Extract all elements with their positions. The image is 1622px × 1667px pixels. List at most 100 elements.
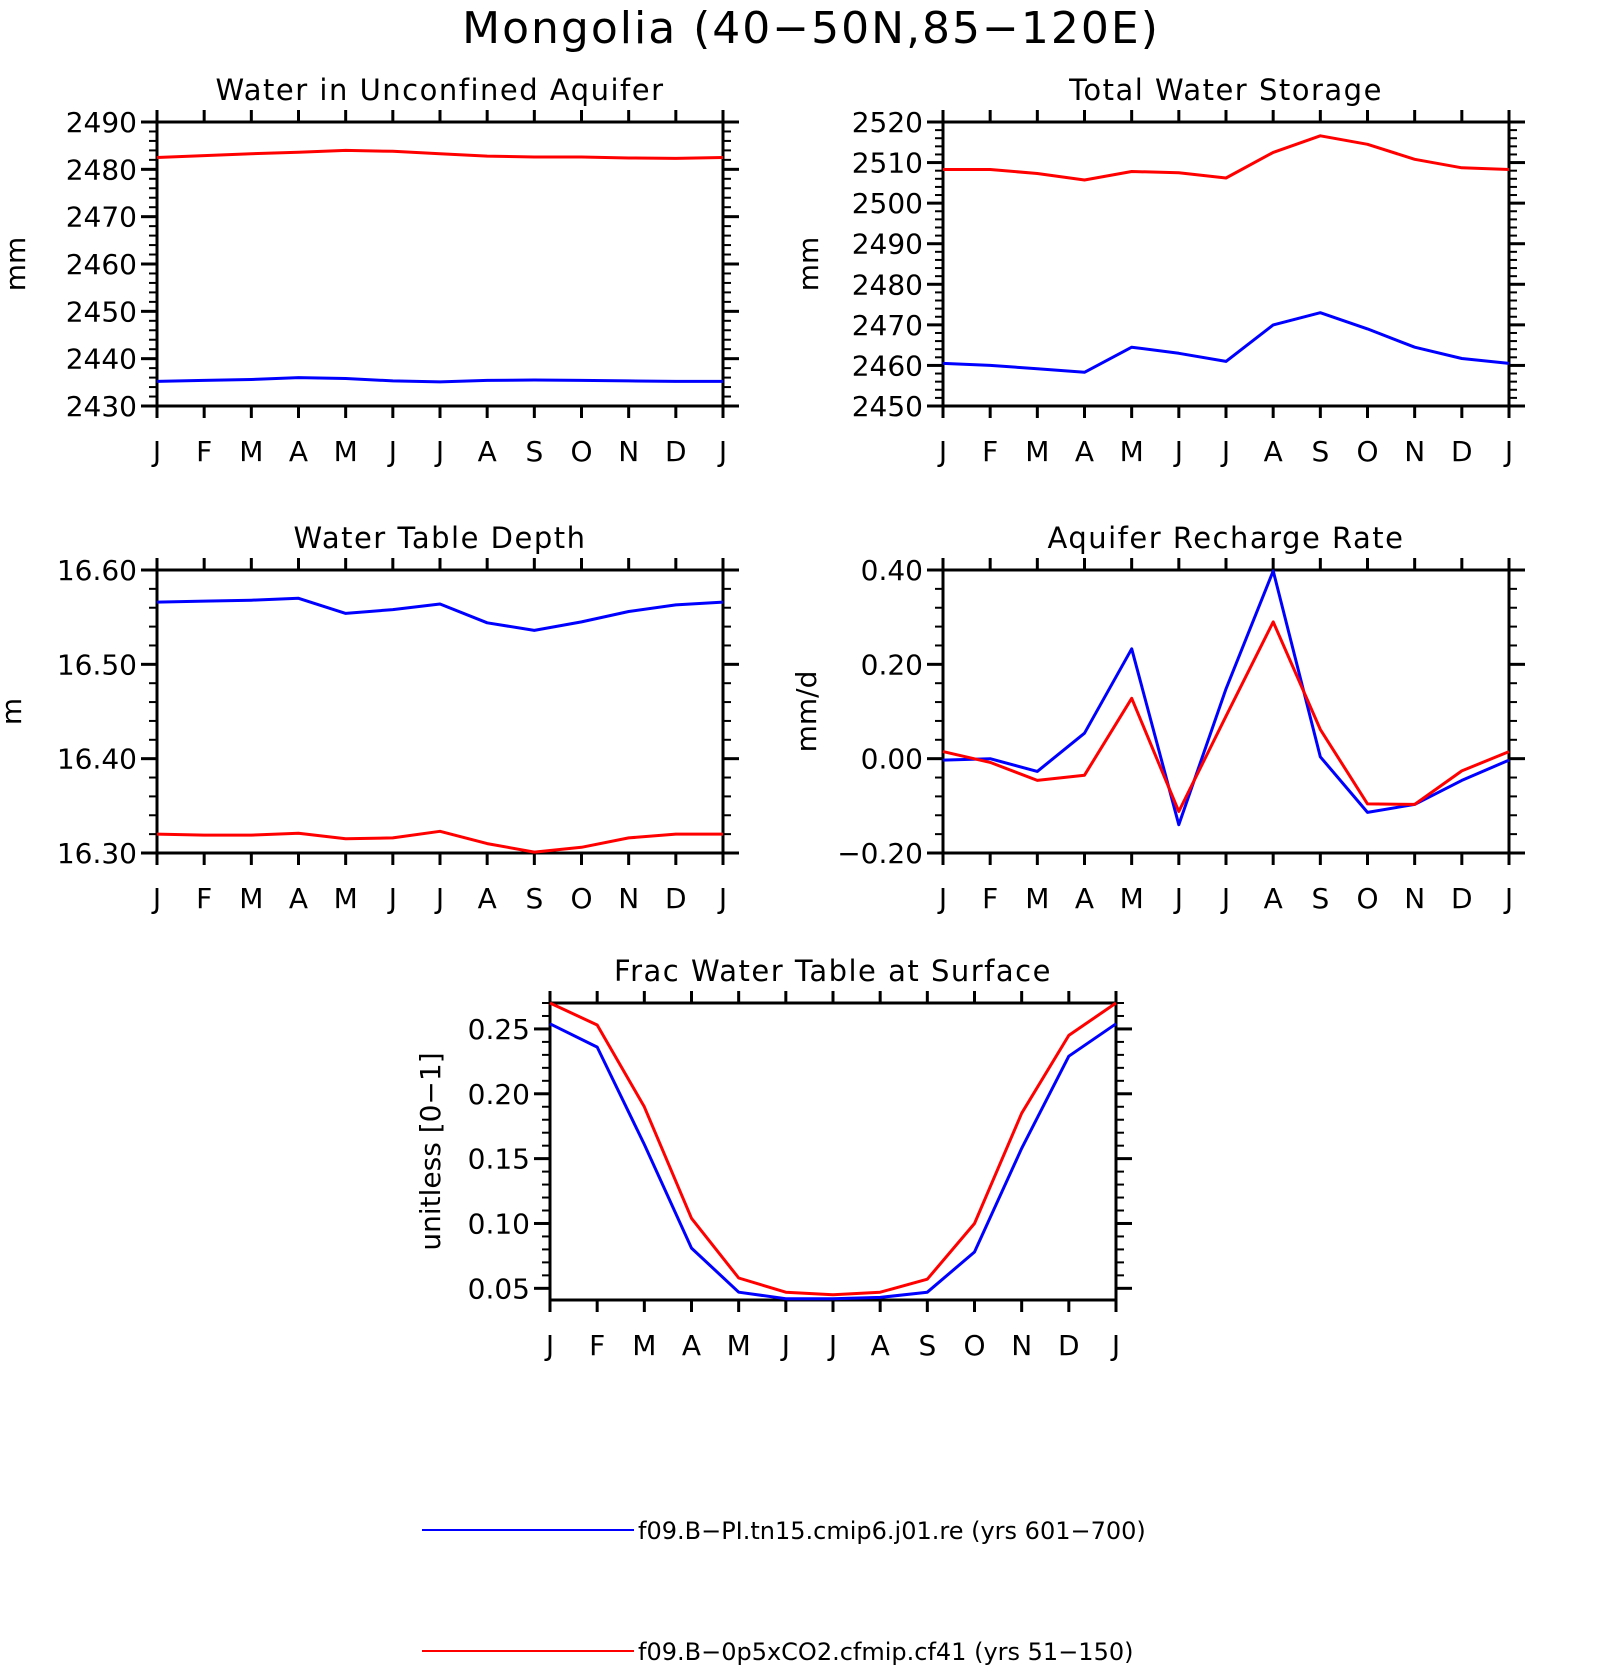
series-line <box>942 311 1510 374</box>
x-tick-label: N <box>618 435 639 468</box>
series-line <box>942 620 1510 813</box>
y-tick-label: 2460 <box>66 248 137 281</box>
x-tick-label: A <box>1075 882 1094 915</box>
panel-title: Water in Unconfined Aquifer <box>215 73 664 107</box>
y-tick-label: 2520 <box>852 106 923 139</box>
y-tick-label: 0.15 <box>468 1143 530 1176</box>
series-line <box>156 596 724 632</box>
series-line <box>156 376 723 384</box>
x-tick-label: O <box>1356 882 1378 915</box>
y-tick-label: 2480 <box>66 153 137 186</box>
x-tick-label: J <box>717 882 727 915</box>
y-tick-label: 2460 <box>852 349 923 382</box>
x-tick-label: D <box>1451 435 1473 468</box>
y-tick-label: 16.30 <box>57 837 137 870</box>
x-tick-label: A <box>1264 435 1283 468</box>
legend: f09.B−PI.tn15.cmip6.j01.re (yrs 601−700)… <box>422 1517 1146 1666</box>
y-tick-label: −0.20 <box>837 837 923 870</box>
x-tick-label: M <box>1025 882 1049 915</box>
panel-title: Aquifer Recharge Rate <box>1047 521 1404 555</box>
x-tick-label: M <box>239 882 263 915</box>
x-tick-label: A <box>1075 435 1094 468</box>
series-line <box>943 134 1510 182</box>
y-tick-label: 0.40 <box>861 554 923 587</box>
series-line <box>156 829 723 854</box>
legend-label: f09.B−0p5xCO2.cfmip.cf41 (yrs 51−150) <box>638 1638 1133 1666</box>
y-tick-label: 2430 <box>66 390 137 423</box>
y-axis-label: unitless [0−1] <box>414 1052 447 1250</box>
y-axis-label: m <box>0 698 28 725</box>
panel-title: Frac Water Table at Surface <box>614 954 1052 988</box>
panel-title: Water Table Depth <box>294 521 587 555</box>
x-tick-label: J <box>1110 1329 1120 1362</box>
x-tick-label: O <box>1356 435 1378 468</box>
x-tick-label: M <box>1025 435 1049 468</box>
series-line <box>549 1001 1117 1297</box>
x-tick-label: J <box>1220 882 1230 915</box>
x-tick-label: A <box>478 435 497 468</box>
y-axis-label: mm <box>792 237 825 292</box>
plot-frame <box>941 120 1511 408</box>
x-tick-label: O <box>570 435 592 468</box>
x-tick-label: N <box>1404 435 1425 468</box>
y-tick-label: 0.00 <box>861 743 923 776</box>
x-tick-label: F <box>982 435 998 468</box>
y-tick-label: 2490 <box>852 228 923 261</box>
x-tick-label: J <box>1173 435 1183 468</box>
x-tick-label: M <box>727 1329 751 1362</box>
x-tick-label: A <box>871 1329 890 1362</box>
series-line <box>156 148 724 160</box>
y-tick-label: 2490 <box>66 106 137 139</box>
y-tick-label: 0.20 <box>861 648 923 681</box>
x-tick-label: O <box>570 882 592 915</box>
x-tick-label: M <box>239 435 263 468</box>
main-title: Mongolia (40−50N,85−120E) <box>462 3 1160 54</box>
series-line <box>549 1022 1117 1301</box>
plot-frame <box>155 120 725 408</box>
x-tick-label: J <box>434 435 444 468</box>
x-tick-label: J <box>434 882 444 915</box>
x-tick-label: A <box>289 882 308 915</box>
x-tick-label: J <box>717 435 727 468</box>
x-tick-label: M <box>334 882 358 915</box>
x-tick-label: D <box>1451 882 1473 915</box>
x-tick-label: S <box>918 1329 936 1362</box>
y-tick-label: 0.10 <box>468 1207 530 1240</box>
plot-frame <box>941 568 1511 855</box>
x-tick-label: J <box>387 882 397 915</box>
x-tick-label: S <box>525 435 543 468</box>
x-tick-label: O <box>963 1329 985 1362</box>
x-tick-label: J <box>1220 435 1230 468</box>
chart-panel: J F M A M J J A S O N D J243024402450246024702480249… <box>0 73 739 468</box>
x-tick-label: J <box>1503 435 1513 468</box>
x-tick-label: J <box>544 1329 554 1362</box>
chart-panel: J F M A M J J A S O N D J245024602470248024902500251… <box>792 73 1525 468</box>
x-tick-label: J <box>937 882 947 915</box>
x-tick-label: A <box>478 882 497 915</box>
y-axis-label: mm <box>0 237 32 292</box>
x-tick-label: N <box>1404 882 1425 915</box>
x-tick-label: J <box>827 1329 837 1362</box>
y-tick-label: 0.20 <box>468 1078 530 1111</box>
y-tick-label: 16.50 <box>57 648 137 681</box>
series-line <box>942 569 1510 827</box>
y-axis-label: mm/d <box>790 671 823 753</box>
y-tick-label: 2440 <box>66 343 137 376</box>
x-tick-label: N <box>618 882 639 915</box>
y-tick-label: 2500 <box>852 187 923 220</box>
y-tick-label: 2470 <box>66 201 137 234</box>
x-tick-label: A <box>1264 882 1283 915</box>
y-tick-label: 16.40 <box>57 743 137 776</box>
x-tick-label: M <box>1120 882 1144 915</box>
x-tick-label: M <box>632 1329 656 1362</box>
y-tick-label: 16.60 <box>57 554 137 587</box>
x-tick-label: J <box>937 435 947 468</box>
chart-panels: J F M A M J J A S O N D J243024402450246024702480249… <box>0 73 1525 1362</box>
x-tick-label: D <box>1058 1329 1080 1362</box>
x-tick-label: D <box>665 435 687 468</box>
x-tick-label: N <box>1011 1329 1032 1362</box>
y-tick-label: 2450 <box>66 295 137 328</box>
